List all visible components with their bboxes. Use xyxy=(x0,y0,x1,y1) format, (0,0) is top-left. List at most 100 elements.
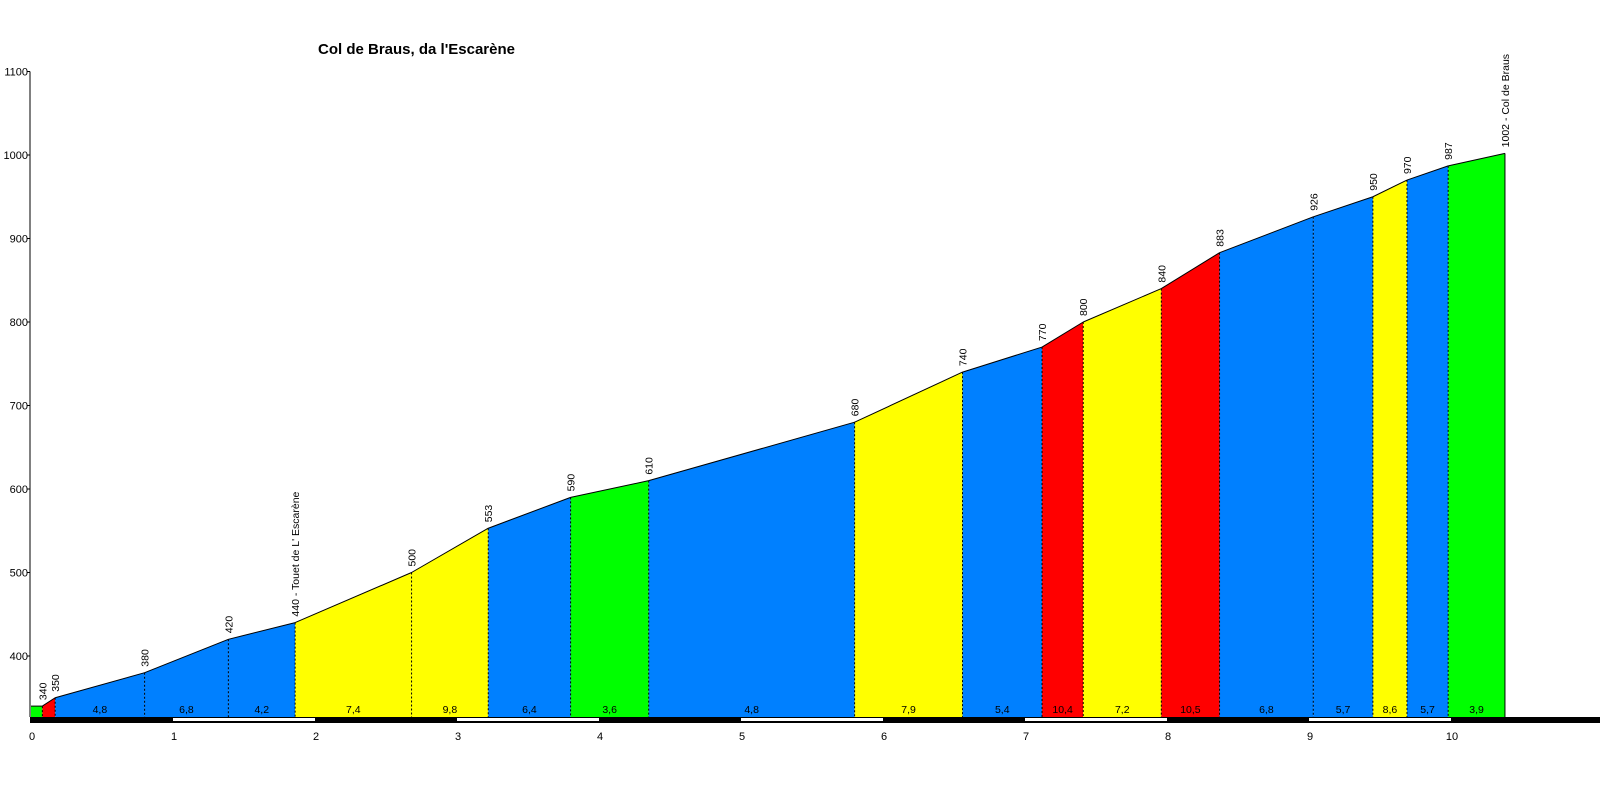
gradient-label-3: 6,8 xyxy=(179,704,194,716)
profile-segment-13 xyxy=(1083,288,1162,717)
profile-top-edge-15 xyxy=(1219,216,1314,254)
y-axis xyxy=(27,71,31,717)
profile-top-edge-18 xyxy=(1406,165,1449,181)
altitude-label-3: 380 xyxy=(140,649,152,667)
altitude-label-18: 970 xyxy=(1402,156,1414,174)
gradient-label-8: 3,6 xyxy=(602,704,617,716)
altitude-label-9: 610 xyxy=(644,457,656,475)
y-tick-label-6: 1000 xyxy=(4,150,28,162)
y-tick-label-7: 1100 xyxy=(4,67,28,79)
profile-top-edge-6 xyxy=(411,527,489,573)
gradient-label-16: 5,7 xyxy=(1336,704,1351,716)
x-tick-label-0: 0 xyxy=(29,731,35,743)
profile-segment-19 xyxy=(1448,153,1505,717)
gradient-label-2: 4,8 xyxy=(93,704,108,716)
segment-divider-lines xyxy=(31,152,1506,717)
profile-segment-3 xyxy=(144,639,229,717)
scale-bar-white-3 xyxy=(457,718,599,721)
gradient-label-12: 10,4 xyxy=(1052,704,1073,716)
x-tick-label-8: 8 xyxy=(1165,731,1171,743)
altitude-label-6: 500 xyxy=(407,549,419,567)
altitude-label-20: 1002 - Col de Braus xyxy=(1500,54,1512,147)
altitude-label-8: 590 xyxy=(566,474,578,492)
profile-segments xyxy=(31,153,1505,718)
profile-segment-0 xyxy=(31,706,43,717)
scale-bar-white-7 xyxy=(1025,718,1167,721)
x-tick-label-1: 1 xyxy=(171,731,177,743)
y-tick-label-3: 700 xyxy=(10,401,28,413)
profile-segment-18 xyxy=(1406,165,1449,718)
y-tick-label-1: 500 xyxy=(10,568,28,580)
x-tick-label-2: 2 xyxy=(313,731,319,743)
gradient-label-19: 3,9 xyxy=(1469,704,1484,716)
altitude-label-17: 950 xyxy=(1368,173,1380,191)
chart-title: Col de Braus, da l'Escarène xyxy=(318,41,515,58)
profile-segment-5 xyxy=(295,572,412,717)
profile-segment-14 xyxy=(1161,252,1220,717)
profile-top-edge-5 xyxy=(294,572,412,624)
profile-top-edge-17 xyxy=(1372,179,1408,198)
altitude-label-4: 420 xyxy=(223,616,235,634)
x-tick-label-5: 5 xyxy=(739,731,745,743)
profile-top-edge-12 xyxy=(1041,321,1084,348)
x-tick-label-10: 10 xyxy=(1446,731,1458,743)
altitude-label-12: 770 xyxy=(1037,323,1049,341)
profile-segment-17 xyxy=(1372,180,1407,718)
profile-top-edge-9 xyxy=(648,421,855,482)
gradient-label-9: 4,8 xyxy=(744,704,759,716)
profile-top-edge-14 xyxy=(1161,252,1220,290)
profile-segment-2 xyxy=(55,672,145,717)
altitude-label-7: 553 xyxy=(483,505,495,523)
scale-bar-white-1 xyxy=(173,718,315,721)
profile-segment-12 xyxy=(1042,322,1084,717)
profile-top-edge-16 xyxy=(1313,196,1374,218)
x-axis-tick-labels: 0 1 2 3 4 5 6 7 8 9 10 xyxy=(29,731,1458,743)
gradient-label-17: 8,6 xyxy=(1383,704,1398,716)
profile-segment-7 xyxy=(488,497,571,717)
profile-top-edge-7 xyxy=(488,496,571,529)
y-tick-label-2: 600 xyxy=(10,484,28,496)
y-axis-tick-labels: 400 500 600 700 800 900 1000 1100 xyxy=(4,67,28,664)
scale-bar-white-5 xyxy=(741,718,883,721)
x-tick-label-6: 6 xyxy=(881,731,887,743)
gradient-label-7: 6,4 xyxy=(522,704,537,716)
x-tick-label-9: 9 xyxy=(1307,731,1313,743)
gradient-label-11: 5,4 xyxy=(995,704,1010,716)
altitude-label-15: 883 xyxy=(1215,229,1227,247)
gradient-label-14: 10,5 xyxy=(1180,704,1201,716)
altitude-label-13: 800 xyxy=(1078,298,1090,316)
profile-segment-10 xyxy=(854,372,963,717)
gradient-label-18: 5,7 xyxy=(1420,704,1435,716)
profile-top-edge-4 xyxy=(228,622,296,640)
profile-segment-15 xyxy=(1219,216,1314,718)
profile-top-edge-10 xyxy=(854,371,963,423)
gradient-label-4: 4,2 xyxy=(254,704,269,716)
altitude-label-16: 926 xyxy=(1308,193,1320,211)
gradient-label-13: 7,2 xyxy=(1115,704,1130,716)
altitude-labels: 340 350 380 420 440 - Touet de L' Escarène 50… xyxy=(37,54,1512,700)
profile-top-edge-3 xyxy=(144,638,229,674)
altitude-label-14: 840 xyxy=(1156,265,1168,283)
gradient-label-6: 9,8 xyxy=(443,704,458,716)
y-tick-label-4: 800 xyxy=(10,317,28,329)
profile-top-edge-13 xyxy=(1083,288,1162,323)
profile-segment-1 xyxy=(42,697,56,717)
gradient-label-10: 7,9 xyxy=(901,704,916,716)
profile-top-edge-8 xyxy=(570,480,649,498)
y-tick-label-5: 900 xyxy=(10,234,28,246)
gradient-labels: 4,8 6,8 4,2 7,4 9,8 6,4 3,6 4,8 7,9 5,4 10,4 7,2 10,… xyxy=(93,704,1484,716)
profile-top-edge-11 xyxy=(962,346,1043,373)
y-tick-label-0: 400 xyxy=(10,651,28,663)
profile-segment-8 xyxy=(570,480,649,717)
gradient-label-15: 6,8 xyxy=(1259,704,1274,716)
altitude-label-10: 680 xyxy=(850,399,862,417)
x-tick-label-3: 3 xyxy=(455,731,461,743)
altitude-label-1: 340 xyxy=(37,682,49,700)
km-scale-bar xyxy=(30,717,1600,723)
profile-segment-4 xyxy=(228,622,296,717)
profile-segment-11 xyxy=(962,347,1043,717)
scale-bar-white-9 xyxy=(1309,718,1451,721)
profile-top-edge-19 xyxy=(1448,152,1506,167)
x-tick-label-4: 4 xyxy=(597,731,603,743)
profile-segment-9 xyxy=(648,422,855,717)
